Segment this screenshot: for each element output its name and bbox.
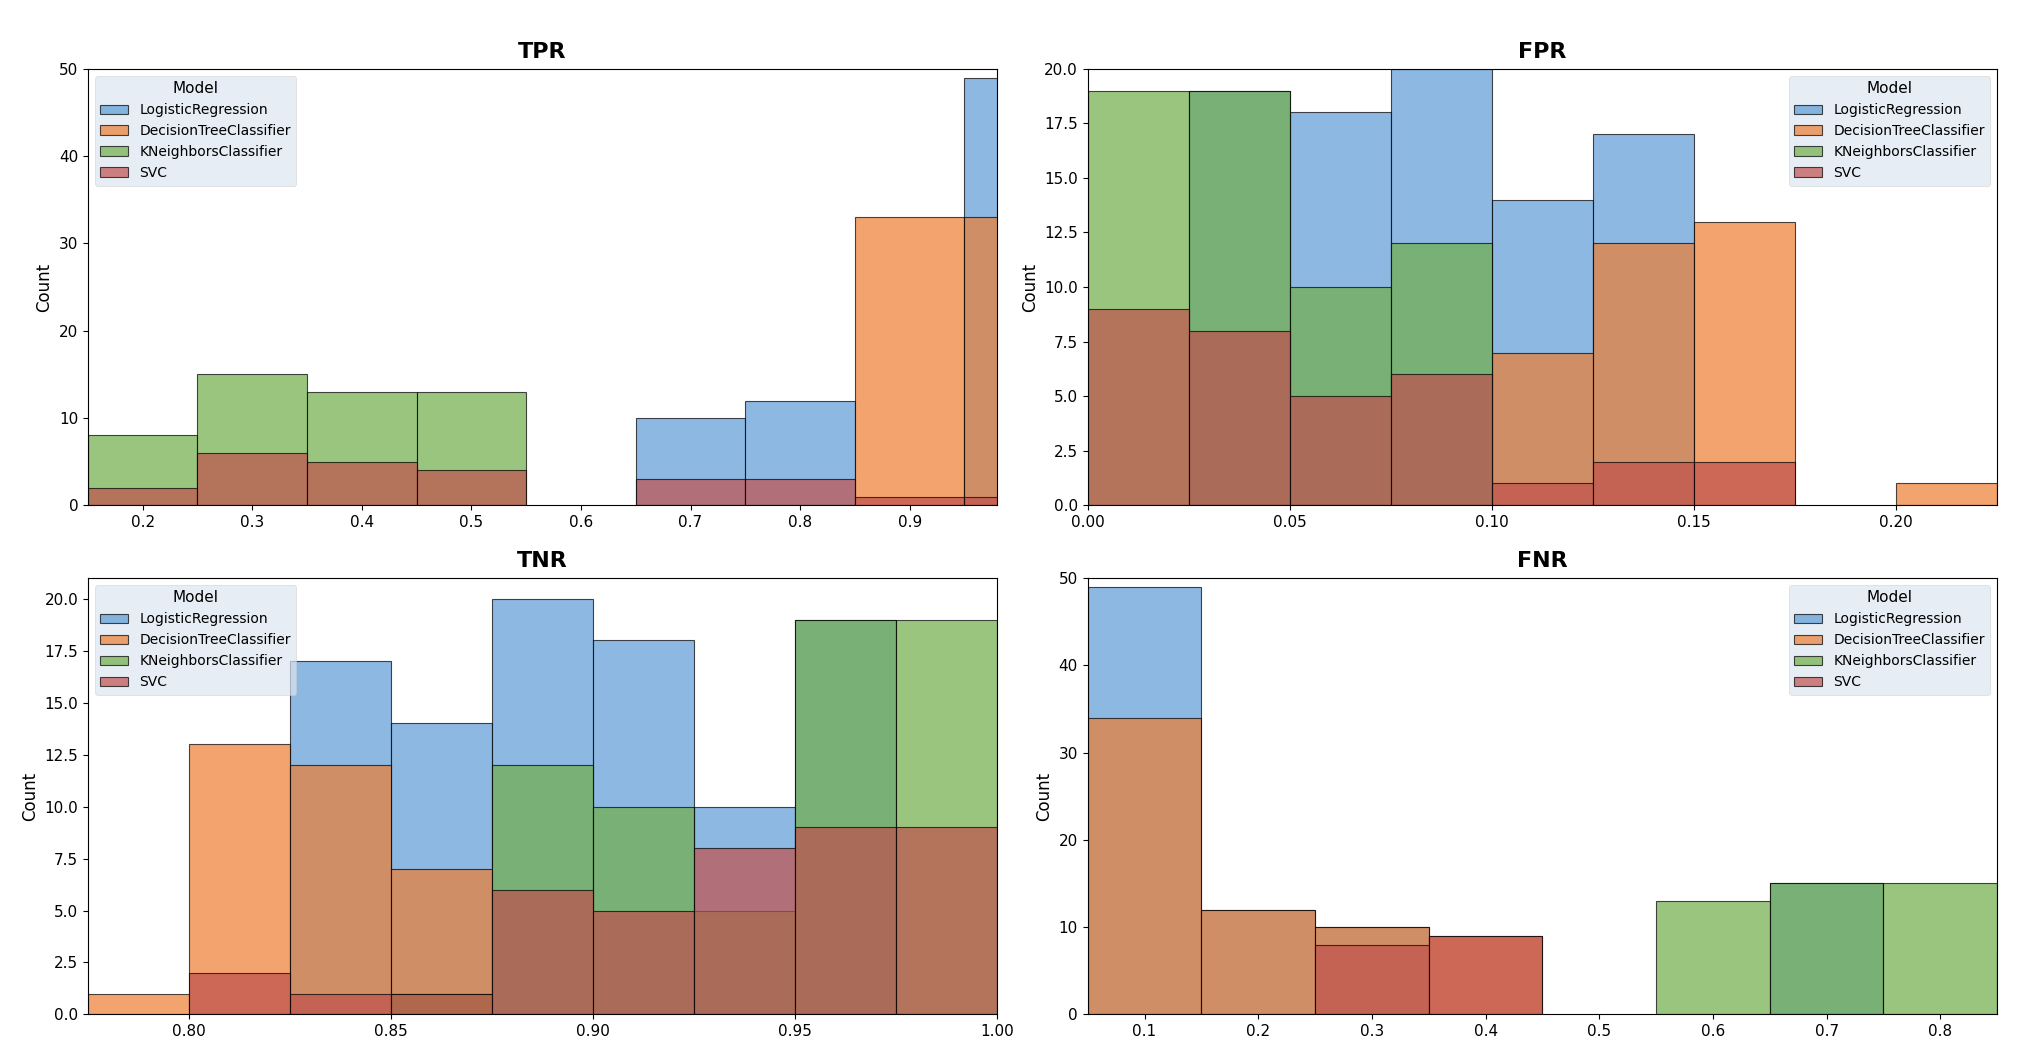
Bar (1429, 936, 1542, 1014)
Title: FPR: FPR (1518, 41, 1566, 61)
Bar (1491, 483, 1592, 506)
Y-axis label: Count: Count (20, 772, 38, 820)
Y-axis label: Count: Count (1021, 263, 1039, 312)
Legend: LogisticRegression, DecisionTreeClassifier, KNeighborsClassifier, SVC: LogisticRegression, DecisionTreeClassifi… (95, 585, 297, 694)
Legend: LogisticRegression, DecisionTreeClassifier, KNeighborsClassifier, SVC: LogisticRegression, DecisionTreeClassifi… (1788, 75, 1990, 186)
Bar (1770, 883, 1883, 1014)
Bar (694, 911, 795, 1014)
Bar (593, 640, 694, 1014)
Bar (1201, 909, 1316, 1014)
Bar (1897, 483, 1998, 506)
Bar (198, 453, 307, 506)
Bar (1189, 331, 1290, 506)
Y-axis label: Count: Count (34, 263, 52, 312)
Bar (1491, 199, 1592, 506)
Bar (307, 461, 416, 506)
Bar (896, 828, 997, 1014)
Bar (1429, 936, 1542, 1014)
Bar (965, 217, 1074, 506)
Bar (1189, 90, 1290, 506)
Bar (1693, 222, 1796, 506)
Bar (416, 471, 527, 506)
Bar (1693, 461, 1796, 506)
Bar (896, 619, 997, 1014)
Bar (492, 889, 593, 1014)
Bar (965, 77, 1074, 506)
Bar (1290, 112, 1390, 506)
Bar (1883, 883, 1998, 1014)
Bar (89, 488, 198, 506)
Bar (1592, 135, 1693, 506)
Title: TPR: TPR (519, 41, 567, 61)
Bar (856, 217, 965, 506)
Bar (795, 828, 896, 1014)
Bar (1316, 928, 1429, 1014)
Legend: LogisticRegression, DecisionTreeClassifier, KNeighborsClassifier, SVC: LogisticRegression, DecisionTreeClassifi… (95, 75, 297, 186)
Bar (391, 993, 492, 1014)
Y-axis label: Count: Count (1035, 772, 1053, 820)
Bar (391, 723, 492, 1014)
Bar (492, 765, 593, 1014)
Bar (1290, 287, 1390, 506)
Bar (1390, 244, 1491, 506)
Bar (694, 848, 795, 1014)
Bar (1088, 90, 1189, 506)
Bar (593, 911, 694, 1014)
Bar (965, 496, 1074, 506)
Title: FNR: FNR (1518, 551, 1568, 571)
Bar (291, 765, 391, 1014)
Bar (291, 993, 391, 1014)
Bar (636, 418, 745, 506)
Bar (198, 374, 307, 506)
Bar (391, 993, 492, 1014)
Bar (745, 401, 856, 506)
Bar (795, 619, 896, 1014)
Bar (416, 392, 527, 506)
Bar (1088, 308, 1189, 506)
Bar (1592, 244, 1693, 506)
Bar (1290, 396, 1390, 506)
Title: TNR: TNR (517, 551, 567, 571)
Legend: LogisticRegression, DecisionTreeClassifier, KNeighborsClassifier, SVC: LogisticRegression, DecisionTreeClassifi… (1788, 585, 1990, 694)
Bar (1390, 69, 1491, 506)
Bar (1390, 374, 1491, 506)
Bar (593, 807, 694, 1014)
Bar (1592, 461, 1693, 506)
Bar (1316, 928, 1429, 1014)
Bar (694, 807, 795, 1014)
Bar (1201, 909, 1316, 1014)
Bar (795, 619, 896, 1014)
Bar (291, 661, 391, 1014)
Bar (856, 496, 965, 506)
Bar (1316, 944, 1429, 1014)
Bar (1998, 953, 2018, 1014)
Bar (1088, 586, 1201, 1014)
Bar (1657, 901, 1770, 1014)
Bar (1770, 883, 1883, 1014)
Bar (636, 479, 745, 506)
Bar (190, 744, 291, 1014)
Bar (89, 436, 198, 506)
Bar (190, 973, 291, 1014)
Bar (391, 869, 492, 1014)
Bar (745, 479, 856, 506)
Bar (307, 392, 416, 506)
Bar (89, 993, 190, 1014)
Bar (492, 599, 593, 1014)
Bar (1491, 353, 1592, 506)
Bar (1189, 90, 1290, 506)
Bar (1088, 718, 1201, 1014)
